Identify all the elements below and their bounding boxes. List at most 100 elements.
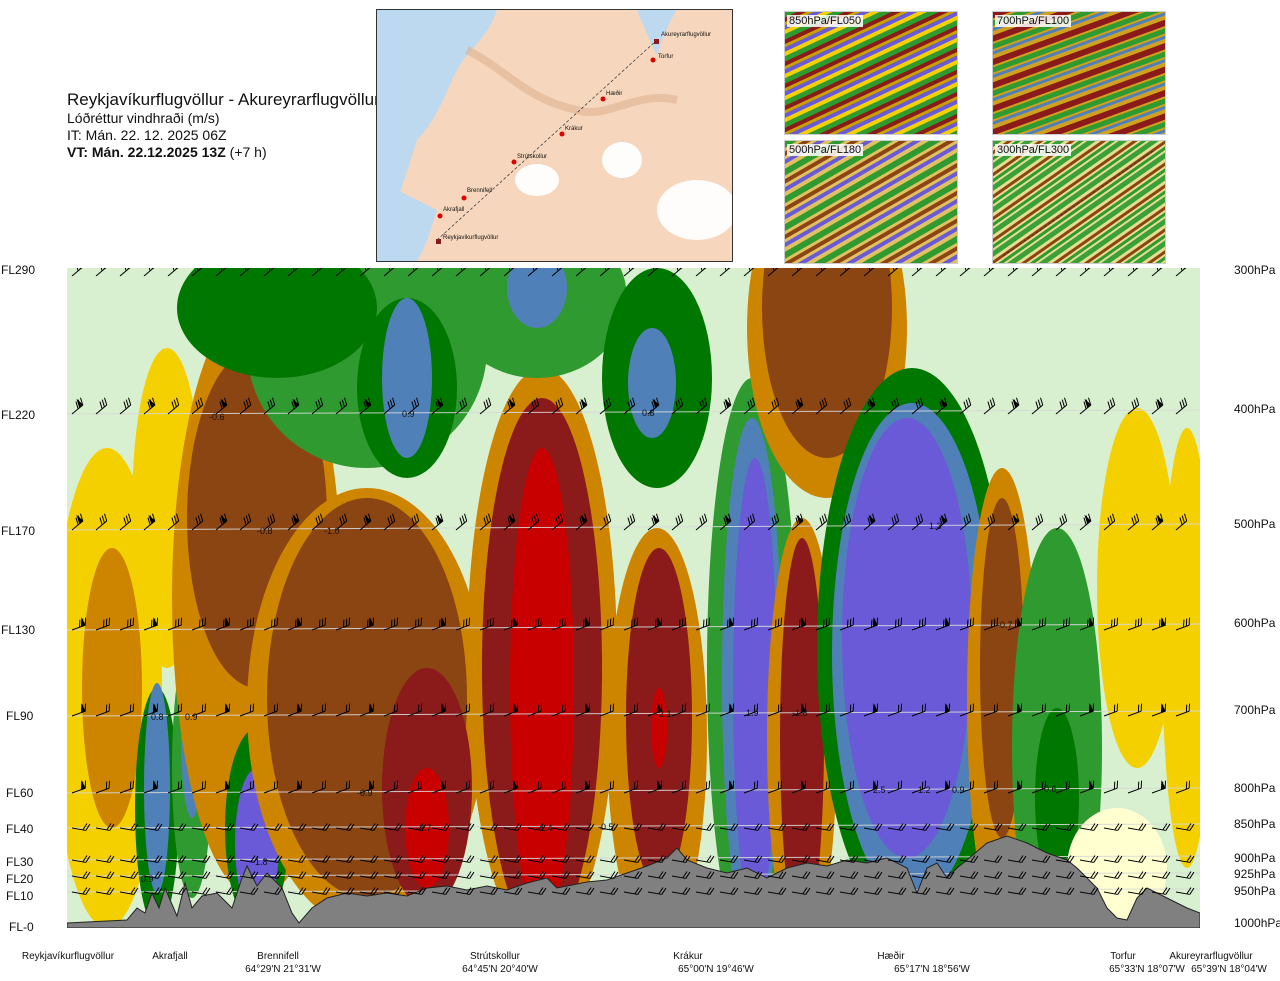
- wind-barb: [311, 780, 327, 794]
- wind-barb: [527, 780, 543, 794]
- wind-barb: [479, 268, 492, 277]
- wind-barb: [695, 871, 715, 879]
- wind-barb: [431, 855, 451, 863]
- thumbnail-300hpa[interactable]: 300hPa/FL300: [992, 140, 1166, 264]
- wind-barb: [791, 823, 811, 831]
- waypoint-coord: 65°17'N 18°56'W: [894, 964, 970, 975]
- wind-barb: [623, 780, 639, 794]
- wind-barb: [359, 887, 379, 895]
- wind-barb: [287, 871, 307, 879]
- wind-barb: [983, 871, 1003, 879]
- wind-barb: [479, 513, 492, 531]
- wind-barb: [647, 513, 660, 531]
- wind-barb: [839, 268, 852, 277]
- waypoint-label: Krákur: [673, 951, 703, 962]
- wind-barb: [1031, 703, 1047, 717]
- wind-barb: [983, 887, 1003, 895]
- wind-barb: [359, 397, 372, 415]
- wind-barb: [311, 513, 324, 531]
- wind-barb: [1175, 780, 1191, 794]
- wind-barb: [695, 268, 708, 277]
- wind-barb: [407, 780, 423, 794]
- wind-barb: [1151, 887, 1171, 895]
- wind-barb: [431, 397, 444, 415]
- wind-barb: [335, 617, 351, 631]
- wind-barb: [911, 871, 931, 879]
- wind-barb: [311, 268, 324, 277]
- wind-barb: [1031, 513, 1044, 531]
- wind-barb: [335, 780, 351, 794]
- wind-barb: [935, 703, 951, 717]
- wind-barb: [167, 855, 187, 863]
- wind-barb: [71, 855, 91, 863]
- wind-barb: [815, 887, 835, 895]
- wind-barb: [359, 823, 379, 831]
- wind-barb: [167, 513, 180, 531]
- wind-barb: [1055, 855, 1075, 863]
- wind-barb: [599, 887, 619, 895]
- wind-barb: [167, 617, 183, 631]
- wind-barb: [1151, 513, 1164, 531]
- map-label-akrafjall: Akrafjall: [443, 207, 464, 213]
- wind-barb: [983, 823, 1003, 831]
- wind-barb: [431, 823, 451, 831]
- wind-barb: [743, 855, 763, 863]
- waypoint-coord: 65°00'N 19°46'W: [678, 964, 754, 975]
- wind-barb: [239, 780, 255, 794]
- wind-barb: [1079, 780, 1095, 794]
- wind-barb: [431, 871, 451, 879]
- wind-barb: [1103, 887, 1123, 895]
- wind-barb: [959, 823, 979, 831]
- thumbnail-850hpa[interactable]: 850hPa/FL050: [784, 11, 958, 135]
- wind-barb: [191, 703, 207, 717]
- wind-barb: [383, 268, 396, 277]
- wind-barb: [455, 703, 471, 717]
- wind-barb: [167, 780, 183, 794]
- map-label-haedir: Hæðir: [606, 90, 622, 97]
- wind-barb: [719, 887, 739, 895]
- wind-barb: [695, 823, 715, 831]
- pressure-label: 950hPa: [1234, 884, 1276, 898]
- wind-barb: [743, 871, 763, 879]
- wind-barb: [695, 513, 708, 531]
- contour-label: -1.8: [792, 708, 808, 718]
- wind-barb: [1079, 887, 1099, 895]
- wind-barb: [455, 397, 468, 415]
- wind-barb: [479, 617, 495, 631]
- thumb-canvas: [785, 141, 957, 263]
- waypoint-coord: 65°39'N 18°04'W: [1191, 964, 1267, 975]
- contour-label: 0.9: [185, 712, 198, 722]
- wind-barb: [719, 855, 739, 863]
- wind-barb: [1007, 780, 1023, 794]
- wind-barb: [1151, 871, 1171, 879]
- wind-barb: [167, 871, 187, 879]
- contour-label: 0.6: [1044, 784, 1057, 794]
- pressure-label: 600hPa: [1234, 616, 1276, 630]
- wind-barb: [359, 617, 375, 631]
- wind-barb: [95, 780, 111, 794]
- wind-barb: [311, 887, 331, 895]
- wind-barb: [839, 397, 852, 415]
- wind-barb: [767, 513, 780, 531]
- thumbnail-500hpa[interactable]: 500hPa/FL180: [784, 140, 958, 264]
- wind-barb: [1151, 617, 1167, 631]
- wind-barb: [575, 823, 595, 831]
- wind-barb: [551, 513, 564, 531]
- fl-label: FL40: [6, 822, 34, 836]
- wind-barb: [1055, 823, 1075, 831]
- route-map: Akureyrarflugvöllur Torfur Hæðir Krákur …: [376, 9, 733, 262]
- thumb-canvas: [993, 12, 1165, 134]
- wind-barb: [671, 780, 687, 794]
- wind-barb: [887, 703, 903, 717]
- wind-barb: [1127, 887, 1147, 895]
- contour-label: -2.1: [656, 709, 672, 719]
- wind-barb: [71, 268, 84, 277]
- wind-barb: [623, 268, 636, 277]
- contour-label: 0.8: [642, 408, 655, 418]
- wind-barb: [767, 887, 787, 895]
- wind-barb: [95, 855, 115, 863]
- wind-barb: [1103, 703, 1119, 717]
- wind-barb: [719, 823, 739, 831]
- wind-barb: [1127, 871, 1147, 879]
- thumbnail-700hpa[interactable]: 700hPa/FL100: [992, 11, 1166, 135]
